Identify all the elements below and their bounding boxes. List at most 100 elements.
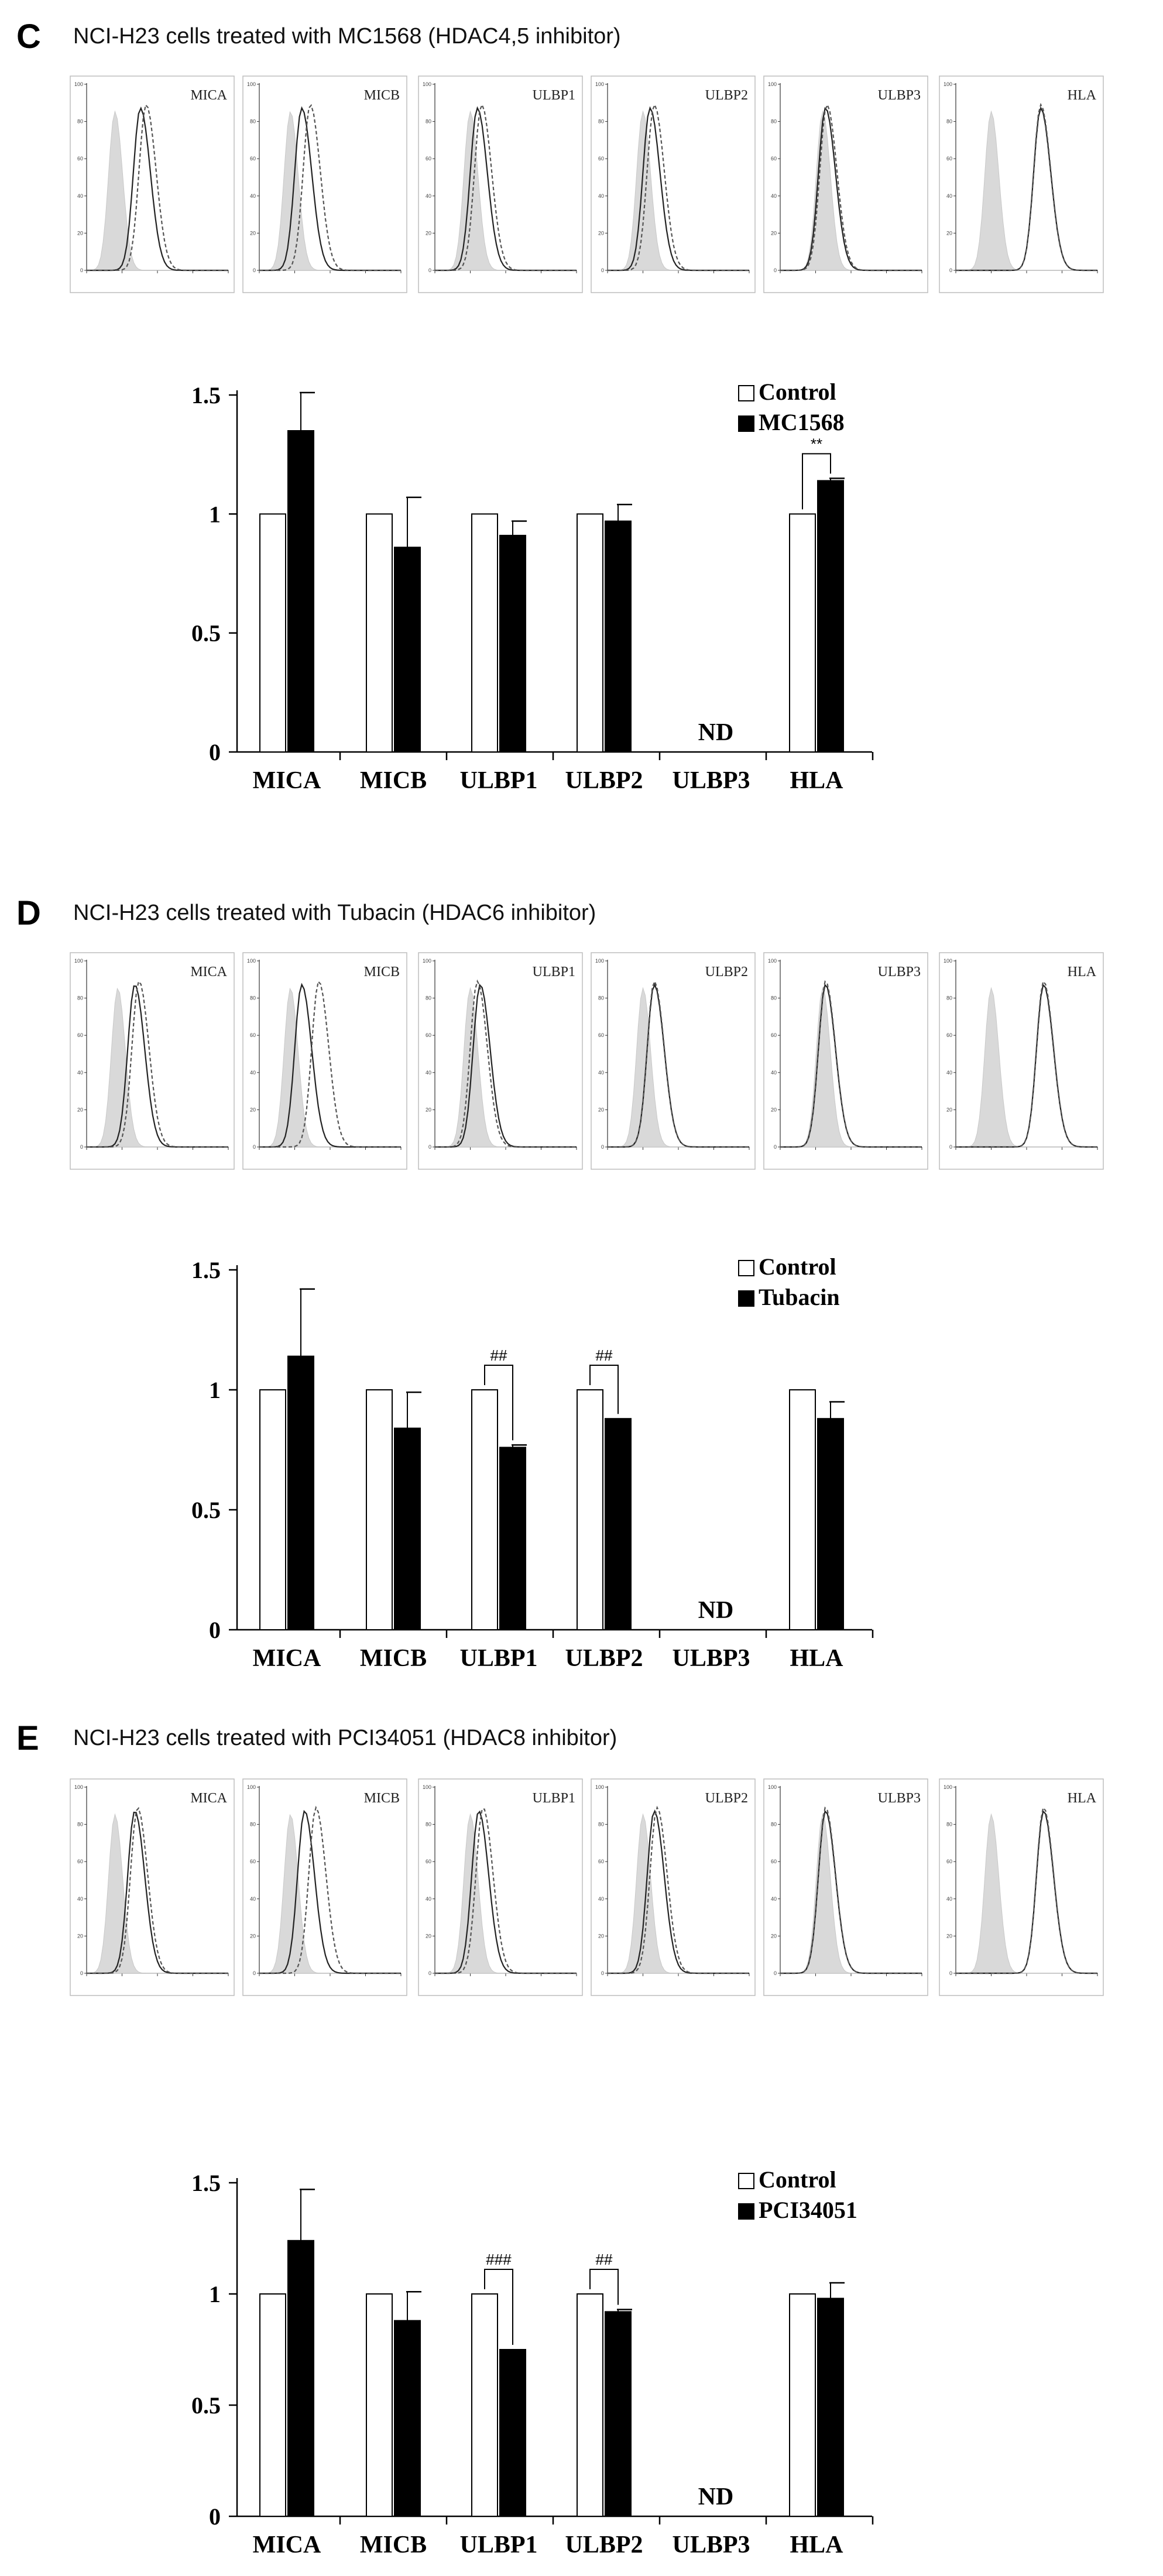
histogram-y-tick-label: 80 xyxy=(946,995,952,1001)
bar-treated-hla xyxy=(817,1418,844,1630)
histogram-label: HLA xyxy=(1068,1791,1097,1806)
histogram-y-tick-label: 60 xyxy=(250,1032,256,1038)
histogram-frame xyxy=(242,1778,407,1996)
histogram-y-tick-label: 60 xyxy=(598,1032,604,1038)
histogram-frame xyxy=(242,75,407,293)
histogram-y-tick-label: 40 xyxy=(426,1896,431,1902)
y-tick-label: 0.5 xyxy=(191,1497,221,1523)
histogram-y-tick-label: 40 xyxy=(598,193,604,199)
treated-histogram xyxy=(608,1805,749,1974)
histogram-y-tick-label: 20 xyxy=(771,230,777,236)
significance-label: ## xyxy=(596,2251,613,2268)
histogram-y-tick-label: 100 xyxy=(247,958,256,964)
histogram-y-tick-label: 20 xyxy=(598,1933,604,1939)
y-tick-label: 1 xyxy=(209,2281,221,2307)
histogram-label: ULBP2 xyxy=(705,1791,748,1806)
histogram-frame xyxy=(939,1778,1104,1996)
histogram-y-tick-label: 20 xyxy=(250,1933,256,1939)
histogram-y-tick-label: 40 xyxy=(771,1896,777,1902)
histogram-y-tick-label: 0 xyxy=(253,1970,256,1976)
histogram-ulbp1: 100 80 60 40 20 0 ULBP1 xyxy=(418,75,583,293)
legend-swatch-treated xyxy=(738,2203,754,2220)
histogram-y-tick-label: 80 xyxy=(946,1822,952,1828)
not-detected-label: ND xyxy=(698,1597,734,1624)
histogram-ulbp1: 100 80 60 40 20 0 ULBP1 xyxy=(418,952,583,1170)
histogram-y-tick-label: 40 xyxy=(77,193,83,199)
histogram-y-tick-label: 80 xyxy=(77,1822,83,1828)
bar-chart: 0 0.5 1 1.5 MICA MICB ULBP1 ULBP2 ULBP3 HLA ND ** Co… xyxy=(191,379,874,794)
histogram-y-tick-label: 0 xyxy=(949,1144,952,1150)
significance-label: ** xyxy=(811,435,822,452)
histogram-y-tick-label: 80 xyxy=(946,119,952,125)
x-tick-label: ULBP2 xyxy=(565,767,643,794)
control-histogram xyxy=(435,983,577,1148)
histogram-y-tick-label: 100 xyxy=(595,81,604,87)
histogram-y-tick-label: 40 xyxy=(598,1896,604,1902)
histogram-y-tick-label: 80 xyxy=(771,119,777,125)
histogram-label: MICA xyxy=(190,1791,227,1806)
x-tick-label: ULBP3 xyxy=(672,2532,750,2558)
histogram-y-tick-label: 0 xyxy=(601,267,604,273)
histogram-y-tick-label: 0 xyxy=(428,1144,431,1150)
legend-label-control: Control xyxy=(759,2166,836,2193)
significance-bracket xyxy=(802,453,831,510)
panel-e: E NCI-H23 cells treated with PCI34051 (HD… xyxy=(16,1719,1104,2558)
histogram-y-tick-label: 60 xyxy=(77,1032,83,1038)
histogram-y-tick-label: 0 xyxy=(601,1144,604,1150)
legend-swatch-treated xyxy=(738,415,754,432)
histogram-frame xyxy=(591,1778,756,1996)
bar-control-mica xyxy=(259,2293,286,2517)
x-tick-label: HLA xyxy=(790,1645,843,1672)
histogram-frame xyxy=(591,75,756,293)
histogram-y-tick-label: 0 xyxy=(774,267,777,273)
histogram-y-tick-label: 100 xyxy=(768,1784,777,1790)
x-tick-label: ULBP1 xyxy=(459,767,537,794)
significance-label: ### xyxy=(486,2251,512,2268)
bar-control-hla xyxy=(789,1389,816,1630)
histogram-y-tick-label: 100 xyxy=(944,81,952,87)
x-tick-label: MICA xyxy=(253,2532,321,2558)
histogram-y-tick-label: 60 xyxy=(426,1032,431,1038)
histogram-frame xyxy=(70,1778,235,1996)
figure-panels: C NCI-H23 cells treated with MC1568 (HDAC… xyxy=(16,18,1104,2558)
histogram-y-tick-label: 100 xyxy=(768,81,777,87)
histogram-y-tick-label: 80 xyxy=(598,995,604,1001)
histogram-micb: 100 80 60 40 20 0 MICB xyxy=(242,1778,407,1996)
histogram-frame xyxy=(763,952,928,1170)
histogram-y-tick-label: 0 xyxy=(80,1144,83,1150)
significance-label: ## xyxy=(596,1347,613,1364)
treated-histogram xyxy=(608,980,749,1148)
histogram-frame xyxy=(418,75,583,293)
x-tick-label: MICB xyxy=(360,767,427,794)
histogram-y-tick-label: 40 xyxy=(946,193,952,199)
histogram-y-tick-label: 0 xyxy=(428,267,431,273)
bar-treated-hla xyxy=(817,480,844,753)
bar-treated-ulbp2 xyxy=(605,520,632,753)
histogram-y-tick-label: 100 xyxy=(423,81,431,87)
x-tick-label: ULBP3 xyxy=(672,1645,750,1672)
histogram-frame xyxy=(591,952,756,1170)
histogram-y-tick-label: 100 xyxy=(944,1784,952,1790)
histogram-frame xyxy=(242,952,407,1170)
histogram-y-tick-label: 20 xyxy=(250,230,256,236)
histogram-y-tick-label: 20 xyxy=(77,1933,83,1939)
histogram-y-tick-label: 80 xyxy=(250,995,256,1001)
histogram-label: HLA xyxy=(1068,88,1097,103)
histogram-y-tick-label: 60 xyxy=(771,156,777,162)
x-tick-label: ULBP1 xyxy=(459,1645,537,1672)
treated-histogram xyxy=(608,103,749,272)
legend-swatch-control xyxy=(738,1260,754,1276)
histogram-y-tick-label: 80 xyxy=(426,995,431,1001)
panel-title: NCI-H23 cells treated with Tubacin (HDAC… xyxy=(73,901,596,925)
histogram-frame xyxy=(418,952,583,1170)
treated-histogram xyxy=(956,980,1097,1148)
histogram-y-tick-label: 60 xyxy=(771,1859,777,1864)
bar-treated-ulbp2 xyxy=(605,1418,632,1630)
y-tick-label: 0 xyxy=(209,2503,221,2530)
legend-label-control: Control xyxy=(759,379,836,405)
histogram-y-tick-label: 80 xyxy=(598,1822,604,1828)
y-tick-label: 1 xyxy=(209,1377,221,1403)
histogram-y-tick-label: 80 xyxy=(77,119,83,125)
histogram-y-tick-label: 20 xyxy=(946,230,952,236)
